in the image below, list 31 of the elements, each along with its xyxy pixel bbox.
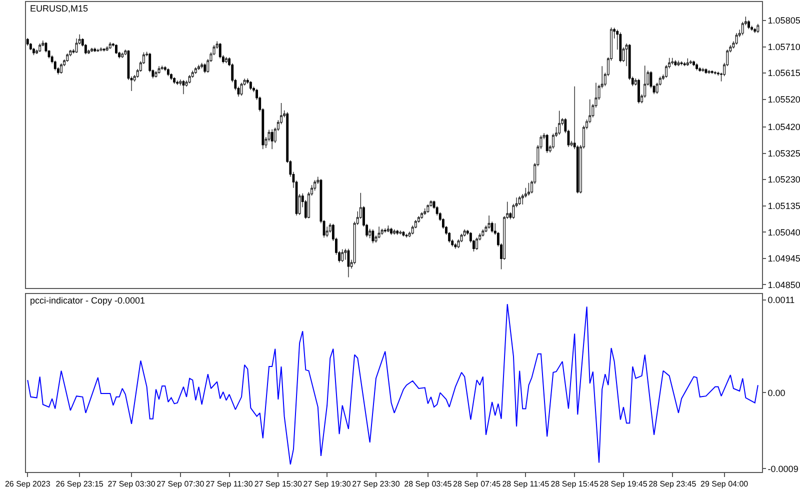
y-tick-label: 0.0011: [768, 295, 795, 306]
x-tick-label: 27 Sep 11:30: [206, 480, 254, 489]
x-tick-label: 28 Sep 19:45: [600, 480, 648, 489]
x-tick-label: 28 Sep 23:45: [648, 480, 697, 489]
x-tick-label: 28 Sep 15:45: [550, 480, 599, 489]
x-tick-label: 28 Sep 03:45: [404, 480, 452, 489]
y-tick-label: -0.0009: [768, 464, 798, 474]
x-tick-label: 27 Sep 07:30: [156, 480, 205, 489]
chart-title: pcci-indicator - Copy -0.0001: [30, 295, 146, 306]
x-tick-label: 26 Sep 23:15: [56, 480, 104, 489]
y-tick-label: 1.05520: [768, 94, 800, 105]
y-tick-label: 1.04945: [768, 254, 800, 264]
y-tick-label: 1.05710: [768, 42, 800, 52]
x-tick-label: 29 Sep 04:00: [700, 480, 749, 489]
y-tick-label: 1.05040: [768, 227, 800, 238]
x-tick-label: 27 Sep 23:30: [352, 480, 400, 489]
x-tick-label: 27 Sep 03:30: [108, 480, 156, 489]
x-tick-label: 28 Sep 07:45: [453, 480, 502, 489]
x-tick-label: 27 Sep 15:30: [254, 480, 303, 489]
y-tick-label: 1.04850: [768, 280, 800, 290]
x-tick-label: 26 Sep 2023: [4, 480, 51, 489]
y-tick-label: 1.05615: [768, 68, 800, 78]
chart-title: EURUSD,M15: [30, 3, 88, 14]
x-tick-label: 27 Sep 19:30: [303, 480, 352, 489]
y-tick-label: 1.05325: [768, 148, 800, 158]
y-tick-label: 1.05135: [768, 201, 800, 211]
y-tick-label: 1.05230: [768, 174, 800, 185]
y-tick-label: 0.00: [768, 388, 786, 398]
y-tick-label: 1.05420: [768, 122, 800, 132]
y-tick-label: 1.05805: [768, 16, 800, 26]
x-tick-label: 28 Sep 11:45: [502, 480, 550, 489]
